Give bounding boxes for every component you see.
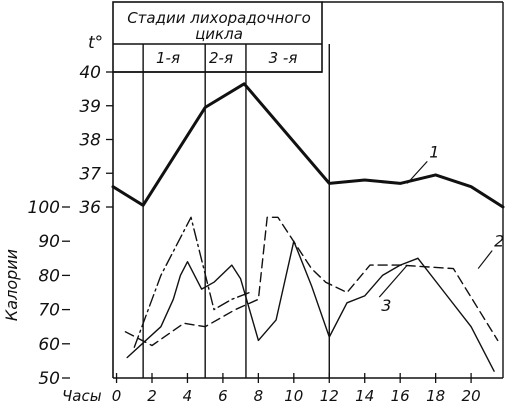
temp-axis-label: t° xyxy=(88,33,103,53)
x-tick-label: 20 xyxy=(462,387,481,405)
stage-label-3: 3 -я xyxy=(269,49,298,67)
curve-label-2: 2 xyxy=(494,232,504,251)
x-tick-label: 10 xyxy=(284,387,303,405)
x-tick-label: 14 xyxy=(355,387,374,405)
temp-tick-label: 36 xyxy=(79,198,101,218)
series-line-3 xyxy=(126,240,419,359)
temp-tick-label: 40 xyxy=(79,63,101,83)
x-tick-label: 12 xyxy=(320,387,339,405)
curve-label-1: 1 xyxy=(429,142,439,161)
curve-label-leader xyxy=(406,160,428,184)
cal-tick-label: 50 xyxy=(38,369,60,389)
x-tick-label: 18 xyxy=(426,387,445,405)
x-tick-label: 2 xyxy=(147,387,157,405)
cal-tick-label: 70 xyxy=(38,301,60,321)
temp-tick-label: 37 xyxy=(79,164,101,184)
cal-tick-label: 100 xyxy=(28,198,60,218)
x-tick-label: 8 xyxy=(254,387,264,405)
cal-tick-label: 60 xyxy=(38,335,60,355)
curve-label-leader xyxy=(378,264,408,298)
series-line-2 xyxy=(124,216,499,347)
stage-label-2: 2-я xyxy=(209,49,233,67)
curve-label-3: 3 xyxy=(381,296,391,315)
stage-title-line2: цикла xyxy=(195,25,243,43)
curve-label-leader xyxy=(477,250,493,269)
x-axis-label: Часы xyxy=(62,387,102,405)
series-line-unlabeled-3 xyxy=(133,216,251,348)
x-tick-label: 0 xyxy=(112,387,122,405)
cal-axis-label: Калории xyxy=(2,249,21,321)
x-tick-label: 6 xyxy=(218,387,228,405)
series-line-1 xyxy=(111,82,505,209)
series-line-unlabeled-4 xyxy=(417,257,495,372)
x-tick-label: 4 xyxy=(183,387,193,405)
temp-tick-label: 38 xyxy=(79,131,101,151)
stage-label-1: 1-я xyxy=(156,49,180,67)
cal-tick-label: 80 xyxy=(38,266,60,286)
stage-title-line1: Стадии лихорадочного xyxy=(127,9,311,27)
x-tick-label: 16 xyxy=(391,387,410,405)
temp-tick-label: 39 xyxy=(79,97,101,117)
cal-tick-label: 90 xyxy=(38,232,60,252)
